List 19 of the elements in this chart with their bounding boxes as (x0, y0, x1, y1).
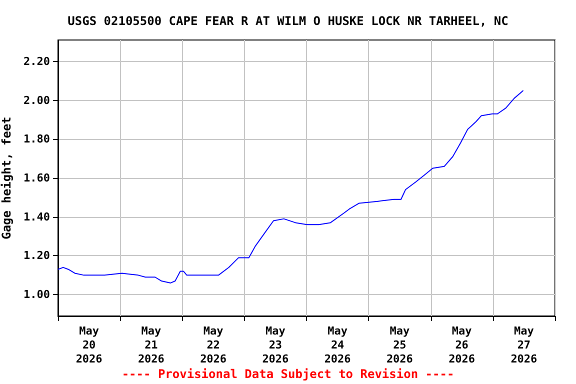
x-tick-label: May 24 2026 (324, 324, 352, 366)
x-tick-label: May 27 2026 (510, 324, 538, 366)
y-axis-title: Gage height, feet (0, 116, 14, 240)
y-tick-label: 1.80 (24, 132, 50, 146)
chart-title: USGS 02105500 CAPE FEAR R AT WILM O HUSKE LOCK NR TARHEEL, NC (68, 14, 508, 28)
y-tick-label: 1.60 (24, 172, 50, 184)
y-tick-label: 1.00 (24, 288, 50, 302)
line-series (58, 90, 524, 284)
y-tick-label: 2.00 (24, 94, 50, 107)
text: ---- Provisional Data Subject to Revision ---- (122, 367, 454, 381)
y-tick-label: 1.40 (24, 210, 50, 224)
x-tick-label: May 21 2026 (138, 324, 165, 366)
x-tick-label: May 26 2026 (448, 324, 476, 366)
x-tick-label: May 23 2026 (262, 324, 290, 366)
y-tick-label: 1.20 (24, 249, 50, 262)
y-tick-label: 2.20 (24, 54, 50, 68)
x-tick-label: May 22 2026 (200, 324, 227, 366)
x-tick-label: May 20 2026 (76, 324, 103, 366)
x-tick-label: May 25 2026 (386, 324, 414, 366)
